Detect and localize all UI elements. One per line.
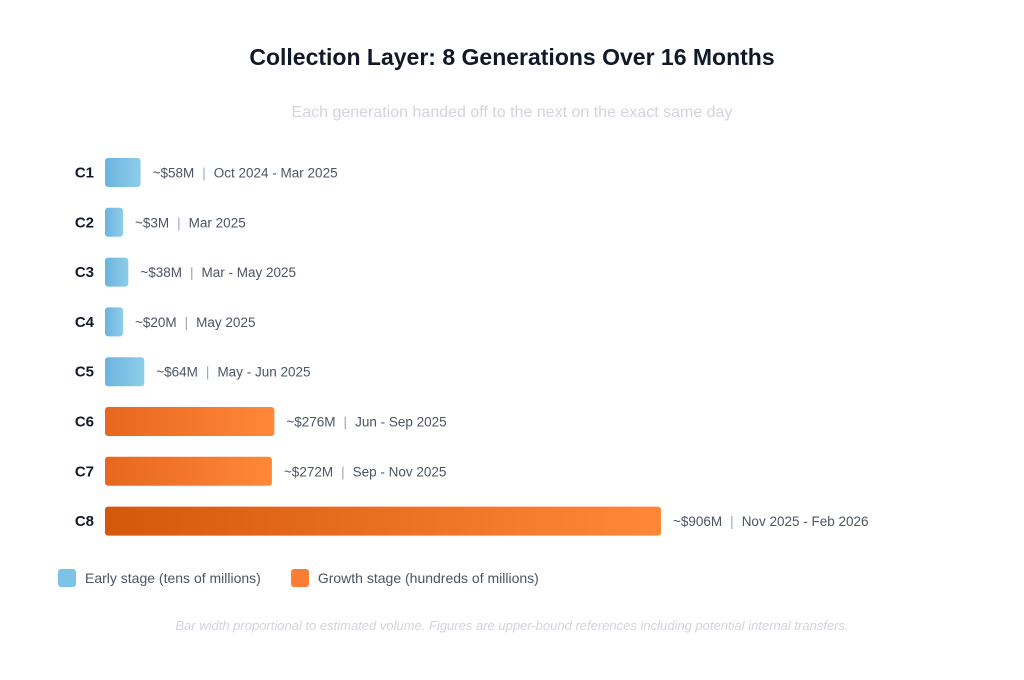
chart-footnote: Bar width proportional to estimated volu… xyxy=(175,618,849,633)
value-label: ~$20M xyxy=(135,315,177,330)
legend-swatch-early xyxy=(58,569,76,587)
bar-c2 xyxy=(105,207,123,237)
chart-title: Collection Layer: 8 Generations Over 16 … xyxy=(249,44,775,70)
value-label: ~$3M xyxy=(135,215,169,230)
bar-c3 xyxy=(105,257,129,287)
category-label-c5: C5 xyxy=(75,364,94,381)
date-label: Sep - Nov 2025 xyxy=(353,464,447,479)
bar-annotation-c5: ~$64M | May - Jun 2025 xyxy=(156,365,310,380)
chart-subtitle: Each generation handed off to the next o… xyxy=(291,104,733,121)
value-label: ~$272M xyxy=(284,464,333,479)
separator: | xyxy=(190,265,194,280)
bar-annotation-c7: ~$272M | Sep - Nov 2025 xyxy=(284,464,447,479)
date-label: Nov 2025 - Feb 2026 xyxy=(742,514,869,529)
legend-label-early: Early stage (tens of millions) xyxy=(85,570,261,586)
bar-annotation-c8: ~$906M | Nov 2025 - Feb 2026 xyxy=(673,514,869,529)
legend-swatch-growth xyxy=(290,569,309,587)
category-label-c1: C1 xyxy=(75,165,94,182)
separator: | xyxy=(206,365,210,380)
legend: Early stage (tens of millions) Growth st… xyxy=(58,569,569,587)
bar-annotation-c4: ~$20M | May 2025 xyxy=(135,315,255,330)
date-label: May - Jun 2025 xyxy=(217,365,310,380)
bar-annotation-c6: ~$276M | Jun - Sep 2025 xyxy=(286,415,446,430)
legend-label-growth: Growth stage (hundreds of millions) xyxy=(317,570,539,586)
separator: | xyxy=(341,464,345,479)
date-label: Mar 2025 xyxy=(189,215,246,230)
bar-c1 xyxy=(105,158,141,187)
legend-item-growth: Growth stage (hundreds of millions) xyxy=(290,569,539,587)
date-label: Mar - May 2025 xyxy=(201,265,296,280)
bar-c4 xyxy=(105,307,123,337)
value-label: ~$38M xyxy=(140,265,182,280)
value-label: ~$276M xyxy=(286,415,335,430)
category-label-c3: C3 xyxy=(75,264,94,281)
category-label-c2: C2 xyxy=(75,214,94,231)
bar-c8 xyxy=(105,506,661,536)
bar-c5 xyxy=(105,357,145,387)
date-label: Oct 2024 - Mar 2025 xyxy=(214,166,338,181)
separator: | xyxy=(202,166,206,181)
bar-annotation-c3: ~$38M | Mar - May 2025 xyxy=(140,265,296,280)
separator: | xyxy=(177,215,181,230)
bar-annotation-c1: ~$58M | Oct 2024 - Mar 2025 xyxy=(153,166,338,181)
category-label-c8: C8 xyxy=(75,513,94,530)
separator: | xyxy=(185,315,189,330)
date-label: May 2025 xyxy=(196,315,255,330)
separator: | xyxy=(344,415,348,430)
separator: | xyxy=(730,514,734,529)
category-label-c4: C4 xyxy=(75,314,95,331)
value-label: ~$906M xyxy=(673,514,722,529)
legend-item-early: Early stage (tens of millions) xyxy=(58,569,261,587)
bar-c6 xyxy=(105,407,275,436)
category-label-c7: C7 xyxy=(75,463,94,480)
category-label-c6: C6 xyxy=(75,414,94,431)
date-label: Jun - Sep 2025 xyxy=(355,415,447,430)
bar-c7 xyxy=(105,456,272,486)
value-label: ~$64M xyxy=(156,365,198,380)
value-label: ~$58M xyxy=(153,166,195,181)
bar-annotation-c2: ~$3M | Mar 2025 xyxy=(135,215,246,230)
